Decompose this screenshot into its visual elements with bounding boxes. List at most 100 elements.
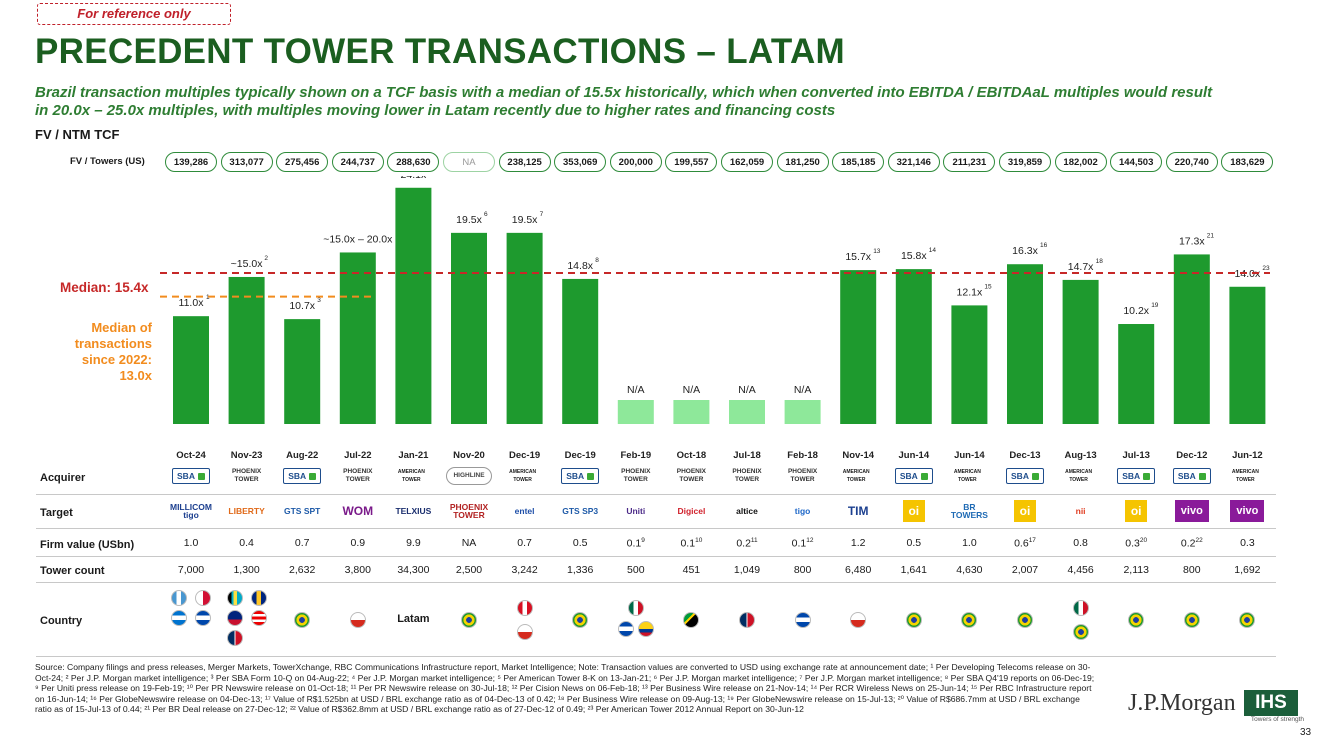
bar xyxy=(173,316,209,424)
bar-footnote-marker: 1 xyxy=(206,294,210,301)
row-divider xyxy=(36,528,1276,529)
flag-co-icon xyxy=(637,621,654,637)
tower-count-cell: 800 xyxy=(1183,564,1201,576)
target-logo: oi xyxy=(1014,500,1036,522)
bar xyxy=(895,269,932,424)
flag-br-icon xyxy=(1128,612,1145,628)
fv-towers-pill: 244,737 xyxy=(331,152,384,172)
flag-bb-icon xyxy=(250,590,267,606)
flag-mx-icon xyxy=(1072,600,1089,616)
firm-value-cell: 0.5 xyxy=(906,537,922,549)
acquirer-logo-sba: SBA xyxy=(1172,468,1211,484)
jpmorgan-logo: J.P.Morgan xyxy=(1128,690,1236,716)
flag-ky-icon xyxy=(226,610,243,626)
bar-value-label: 17.3x xyxy=(1179,235,1205,247)
flag-jm-icon xyxy=(683,612,700,628)
flag-br-icon xyxy=(961,612,978,628)
acquirer-logo-sba: SBA xyxy=(283,468,322,484)
row-label-target: Target xyxy=(40,507,73,519)
target-logo: Digicel xyxy=(677,506,706,516)
bar xyxy=(1229,286,1266,424)
tower-count-cell: 4,630 xyxy=(956,564,983,576)
target-logo: TIM xyxy=(847,504,869,518)
na-bar xyxy=(617,400,654,424)
firm-value-cell: 0.320 xyxy=(1125,537,1148,550)
target-logo: entel xyxy=(514,506,535,516)
bar-footnote-marker: 23 xyxy=(1262,265,1270,272)
flag-br-icon xyxy=(461,612,477,628)
fv-towers-pill: 181,250 xyxy=(776,152,829,172)
page-subtitle: Brazil transaction multiples typically s… xyxy=(35,84,1213,119)
category-tick-label: Nov-20 xyxy=(453,450,485,461)
bar-value-label: ~15.0x – 20.0x xyxy=(323,233,393,245)
acquirer-logo-amt: AMERICAN TOWER xyxy=(1231,469,1259,483)
bar xyxy=(506,232,543,424)
firm-value-cell: 0.110 xyxy=(680,537,703,550)
category-tick-label: Feb-18 xyxy=(787,450,818,461)
source-footnotes: Source: Company filings and press releas… xyxy=(35,662,1095,715)
acquirer-logo-phoenix: PHOENIX TOWER xyxy=(231,468,262,483)
flag-sv-icon xyxy=(617,621,634,637)
category-tick-label: Dec-13 xyxy=(1009,450,1040,461)
fv-towers-pill: 275,456 xyxy=(276,152,329,172)
fv-towers-pill: 144,503 xyxy=(1110,152,1163,172)
acquirer-logo-amt: AMERICAN TOWER xyxy=(397,469,425,483)
fv-towers-pill: 183,629 xyxy=(1221,152,1274,172)
bar xyxy=(840,270,877,424)
tower-count-cell: 500 xyxy=(627,564,645,576)
category-tick-label: Dec-19 xyxy=(509,450,540,461)
category-tick-label: Jul-22 xyxy=(344,450,371,461)
category-tick-label: Jun-14 xyxy=(898,450,929,461)
firm-value-cell: 0.4 xyxy=(239,537,254,549)
target-logo: Uniti xyxy=(626,506,646,516)
tower-count-cell: 2,500 xyxy=(455,564,483,576)
median-since-2022-label: Median of transactions since 2022: 13.0x xyxy=(74,320,152,383)
fv-towers-label: FV / Towers (US) xyxy=(70,156,145,167)
firm-value-cell: 1.2 xyxy=(850,537,866,549)
flag-mx-icon xyxy=(627,600,644,616)
acquirer-logo-sba: SBA xyxy=(172,468,210,484)
row-label-firm-value: Firm value (USbn) xyxy=(40,539,135,551)
fv-towers-pill: 182,002 xyxy=(1054,152,1107,172)
row-divider xyxy=(36,656,1276,657)
target-logo: nii xyxy=(1075,506,1086,516)
bar-value-label: 19.5x xyxy=(512,214,538,226)
row-label-country: Country xyxy=(40,615,83,627)
category-tick-label: Aug-22 xyxy=(286,450,318,461)
bar-value-label: 10.7x xyxy=(289,300,315,312)
flag-pr-icon xyxy=(250,610,267,626)
category-tick-label: Aug-13 xyxy=(1064,450,1096,461)
category-tick-label: Nov-23 xyxy=(231,450,263,461)
bar-footnote-marker: 13 xyxy=(873,248,881,255)
bar-value-label: 14.8x xyxy=(567,260,593,272)
tower-count-cell: 3,800 xyxy=(344,564,371,576)
flag-bs-icon xyxy=(226,590,243,606)
acquirer-logo-amt: AMERICAN TOWER xyxy=(509,469,537,483)
bar-value-label: ~15.0x xyxy=(231,258,264,270)
category-tick-label: Jun-14 xyxy=(954,450,985,461)
acquirer-logo-sba: SBA xyxy=(894,468,933,484)
bar-footnote-marker: 14 xyxy=(929,247,937,254)
tower-count-cell: 6,480 xyxy=(845,564,872,576)
page-title: PRECEDENT TOWER TRANSACTIONS – LATAM xyxy=(35,32,845,71)
bar-footnote-marker: 3 xyxy=(317,297,321,304)
fv-towers-pill: NA xyxy=(443,152,495,172)
bar xyxy=(1173,254,1210,424)
tower-count-cell: 1,049 xyxy=(733,564,761,576)
firm-value-cell: 0.211 xyxy=(736,537,758,550)
tower-count-cell: 2,113 xyxy=(1123,564,1149,576)
category-tick-label: Oct-18 xyxy=(677,450,707,461)
bar xyxy=(562,278,599,424)
bar-footnote-marker: 19 xyxy=(1151,302,1159,309)
flag-br-icon xyxy=(294,612,311,628)
acquirer-logo-phoenix: PHOENIX TOWER xyxy=(343,468,373,483)
flag-cl-icon xyxy=(516,624,533,640)
bar xyxy=(451,232,487,424)
target-logo: LIBERTY xyxy=(228,506,265,516)
fv-towers-pill: 319,859 xyxy=(999,152,1051,172)
flag-sv-icon xyxy=(195,610,211,626)
target-logo: oi xyxy=(1125,500,1148,522)
category-tick-label: Dec-19 xyxy=(565,450,596,461)
acquirer-logo-highline: HIGHLINE xyxy=(446,467,492,485)
tower-count-cell: 1,692 xyxy=(1234,564,1261,576)
